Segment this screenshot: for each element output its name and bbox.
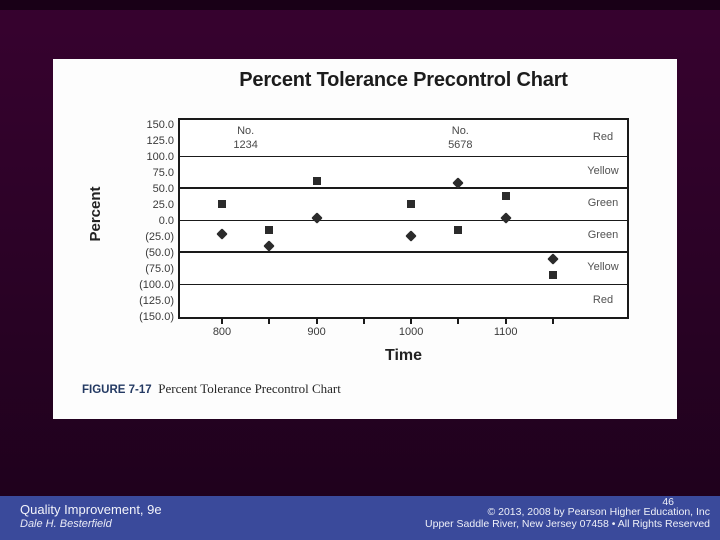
y-tick-label: 100.0 — [146, 151, 174, 164]
footer-right: 46 © 2013, 2008 by Pearson Higher Educat… — [425, 496, 710, 530]
zone-boundary-line — [180, 219, 627, 221]
y-tick-label: (100.0) — [139, 279, 174, 292]
y-tick-label: 50.0 — [152, 183, 174, 196]
zone-boundary-line — [180, 283, 627, 285]
zone-label-yellow: Yellow — [587, 165, 619, 178]
y-tick-label: 150.0 — [146, 119, 174, 132]
x-tick-label: 900 — [307, 326, 326, 338]
figure-panel: Percent Tolerance Precontrol Chart Perce… — [53, 59, 677, 419]
figure-caption-text: Percent Tolerance Precontrol Chart — [158, 381, 341, 396]
data-point-diamond — [216, 228, 228, 241]
x-axis-tick — [457, 319, 460, 324]
y-tick-label: (150.0) — [139, 311, 174, 324]
data-point-square — [218, 199, 226, 208]
part-number-label: No. 5678 — [448, 125, 473, 151]
x-tick-label: 1000 — [398, 326, 424, 338]
plot-area: Red Yellow Green Green Yellow Red No. 1234 No. 5… — [178, 118, 629, 319]
page-number: 46 — [662, 496, 674, 508]
x-tick-label: 1100 — [493, 326, 518, 338]
data-point-diamond — [500, 212, 512, 225]
x-axis-tick — [551, 319, 554, 324]
x-axis-tick — [362, 319, 365, 324]
data-point-square — [407, 199, 416, 208]
zone-boundary-line — [180, 187, 627, 190]
data-point-square — [312, 177, 321, 186]
chart-title: Percent Tolerance Precontrol Chart — [239, 69, 568, 91]
y-tick-label: 75.0 — [152, 167, 174, 180]
x-axis-tick — [221, 319, 223, 324]
data-point-diamond — [405, 230, 417, 242]
data-point-diamond — [310, 212, 323, 225]
part-number-label: No. 1234 — [233, 125, 258, 151]
y-tick-label: (50.0) — [145, 247, 174, 260]
figure-caption: FIGURE 7-17 Percent Tolerance Precontrol… — [82, 381, 341, 397]
y-tick-label: 25.0 — [152, 199, 174, 212]
zone-boundary-line — [180, 155, 627, 157]
y-tick-label: (125.0) — [139, 295, 174, 308]
zone-label-green: Green — [587, 229, 619, 242]
data-point-square — [265, 225, 274, 234]
copyright-line2: Upper Saddle River, New Jersey 07458 • A… — [425, 517, 710, 530]
zone-label-red: Red — [592, 293, 614, 306]
data-point-square — [501, 191, 510, 200]
footer-left: Quality Improvement, 9e Dale H. Besterfi… — [20, 502, 162, 531]
zone-label-green: Green — [587, 197, 619, 210]
footer-band: Quality Improvement, 9e Dale H. Besterfi… — [0, 496, 720, 540]
y-tick-label: 125.0 — [146, 135, 174, 148]
data-point-square — [548, 270, 557, 279]
x-tick-label: 800 — [212, 326, 232, 338]
y-tick-label: (25.0) — [145, 231, 174, 244]
footer-author: Dale H. Besterfield — [20, 518, 112, 530]
data-point-diamond — [547, 253, 559, 265]
footer-book-title: Quality Improvement, 9e — [20, 502, 162, 517]
zone-boundary-line — [180, 251, 627, 254]
data-point-square — [454, 225, 463, 234]
x-axis-tick — [315, 319, 318, 324]
zone-label-red: Red — [592, 131, 614, 144]
figure-caption-label: FIGURE 7-17 — [82, 384, 152, 396]
data-point-diamond — [263, 240, 275, 252]
zone-label-yellow: Yellow — [587, 261, 619, 274]
x-axis-tick — [410, 319, 413, 324]
y-tick-label: (75.0) — [145, 263, 174, 276]
y-tick-label: 0.0 — [158, 215, 174, 228]
copyright-line1: © 2013, 2008 by Pearson Higher Education… — [487, 506, 710, 518]
y-axis-title: Percent — [87, 186, 104, 242]
top-bar — [0, 0, 720, 10]
x-axis-title: Time — [384, 347, 423, 364]
x-axis-tick — [268, 319, 271, 324]
x-axis-tick — [504, 319, 507, 324]
